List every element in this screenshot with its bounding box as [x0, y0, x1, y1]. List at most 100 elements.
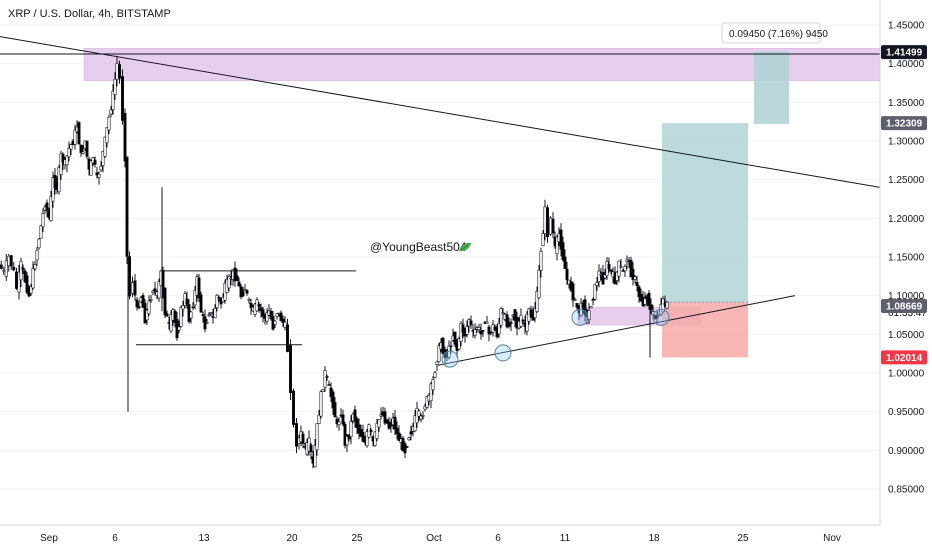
- candle-up: [623, 266, 627, 272]
- candle-up: [149, 299, 153, 301]
- x-tick-label: 25: [737, 533, 749, 544]
- candle-up: [17, 271, 21, 293]
- y-tick-label: 1.30000: [888, 136, 925, 147]
- candle-down: [409, 431, 413, 435]
- drawings[interactable]: [0, 36, 881, 366]
- candle-down: [25, 275, 29, 293]
- candle-down: [609, 269, 613, 272]
- candle-up: [31, 268, 35, 289]
- candle-up: [103, 136, 107, 157]
- candle-down: [343, 424, 347, 446]
- candle-down: [635, 282, 639, 287]
- candle-down: [507, 322, 511, 327]
- touch-circle: [652, 308, 670, 326]
- candle-down: [327, 384, 331, 386]
- candle-down: [12, 266, 16, 271]
- candle-down: [355, 418, 359, 429]
- candle-up: [41, 213, 45, 228]
- candle-up: [603, 274, 607, 279]
- x-tick-label: 13: [198, 533, 210, 544]
- candle-down: [529, 309, 533, 317]
- candle-down: [637, 286, 641, 298]
- measure-label: 0.09450 (7.16%) 9450: [729, 29, 828, 40]
- candle-down: [551, 218, 555, 234]
- candle-up: [247, 298, 251, 301]
- candle-up: [407, 437, 411, 441]
- price-tag-bg: [881, 45, 927, 60]
- candle-up: [181, 305, 185, 310]
- candle-up: [73, 129, 77, 145]
- candle-up: [207, 314, 211, 317]
- candle-up: [337, 421, 341, 426]
- candle-up: [89, 160, 93, 176]
- price-tag-text: 1.32309: [886, 119, 923, 130]
- candle-up: [29, 286, 33, 294]
- y-tick-label: 0.85000: [888, 484, 925, 495]
- candle-up: [265, 312, 269, 322]
- candle-down: [629, 259, 633, 278]
- x-axis-labels[interactable]: Sep 6 13 20 25 Oct 6 11 18 25 Nov: [40, 533, 841, 544]
- y-tick-label: 1.20000: [888, 214, 925, 225]
- candle-up: [273, 320, 277, 325]
- long-position-tool[interactable]: [662, 123, 748, 358]
- candle-down: [77, 122, 81, 145]
- price-tag-text: 1.02014: [886, 353, 923, 364]
- candle-up: [633, 276, 637, 280]
- candle-up: [375, 423, 379, 439]
- y-tick-label: 1.35000: [888, 98, 925, 109]
- candle-up: [537, 269, 541, 299]
- candle-down: [325, 376, 329, 378]
- candle-up: [421, 415, 425, 417]
- candle-down: [631, 268, 635, 280]
- candle-up: [7, 255, 11, 266]
- touch-circle: [494, 344, 512, 362]
- touch-circle: [571, 308, 589, 326]
- candle-up: [189, 311, 193, 319]
- candle-up: [101, 150, 105, 166]
- candle-down: [309, 444, 313, 453]
- candle-up: [147, 300, 151, 314]
- candle-down: [245, 289, 249, 294]
- x-tick-label: Sep: [40, 533, 58, 544]
- candle-up: [345, 436, 349, 446]
- candle-down: [9, 255, 13, 267]
- price-tag-bg: [881, 298, 927, 313]
- candle-up: [425, 396, 429, 408]
- candle-down: [279, 312, 283, 322]
- candle-up: [433, 372, 437, 378]
- candle-up: [57, 167, 61, 193]
- trendline: [0, 36, 881, 188]
- candle-up: [535, 290, 539, 312]
- y-axis-labels[interactable]: 1.45000 1.40000 1.35000 1.30000 1.25000 1.200…: [888, 21, 925, 496]
- candle-down: [509, 321, 513, 324]
- candle-up: [619, 265, 623, 268]
- candle-up: [543, 206, 547, 234]
- candle-up: [457, 338, 461, 350]
- candle-up: [307, 437, 311, 452]
- candle-down: [185, 298, 189, 305]
- candle-up: [157, 281, 161, 299]
- price-tag-text: 01:33:47: [888, 308, 927, 319]
- x-tick-label: 6: [112, 533, 118, 544]
- candle-down: [513, 309, 517, 321]
- candle-down: [571, 283, 575, 301]
- grid: [0, 24, 880, 490]
- candle-down: [165, 313, 169, 317]
- candle-down: [405, 446, 409, 448]
- candle-up: [501, 312, 505, 315]
- candle-down: [601, 272, 605, 285]
- candle-up: [19, 260, 23, 281]
- candle-up: [377, 419, 381, 428]
- candle-down: [301, 433, 305, 444]
- candle-up: [555, 236, 559, 255]
- candle-down: [453, 331, 457, 345]
- candle-up: [597, 270, 601, 282]
- candle-up: [313, 445, 317, 468]
- measure-tool[interactable]: 0.09450 (7.16%) 9450: [721, 22, 828, 124]
- candle-up: [589, 306, 593, 309]
- candle-down: [561, 242, 565, 261]
- candle-up: [39, 225, 43, 239]
- candle-down: [449, 345, 453, 348]
- candle-down: [583, 299, 587, 316]
